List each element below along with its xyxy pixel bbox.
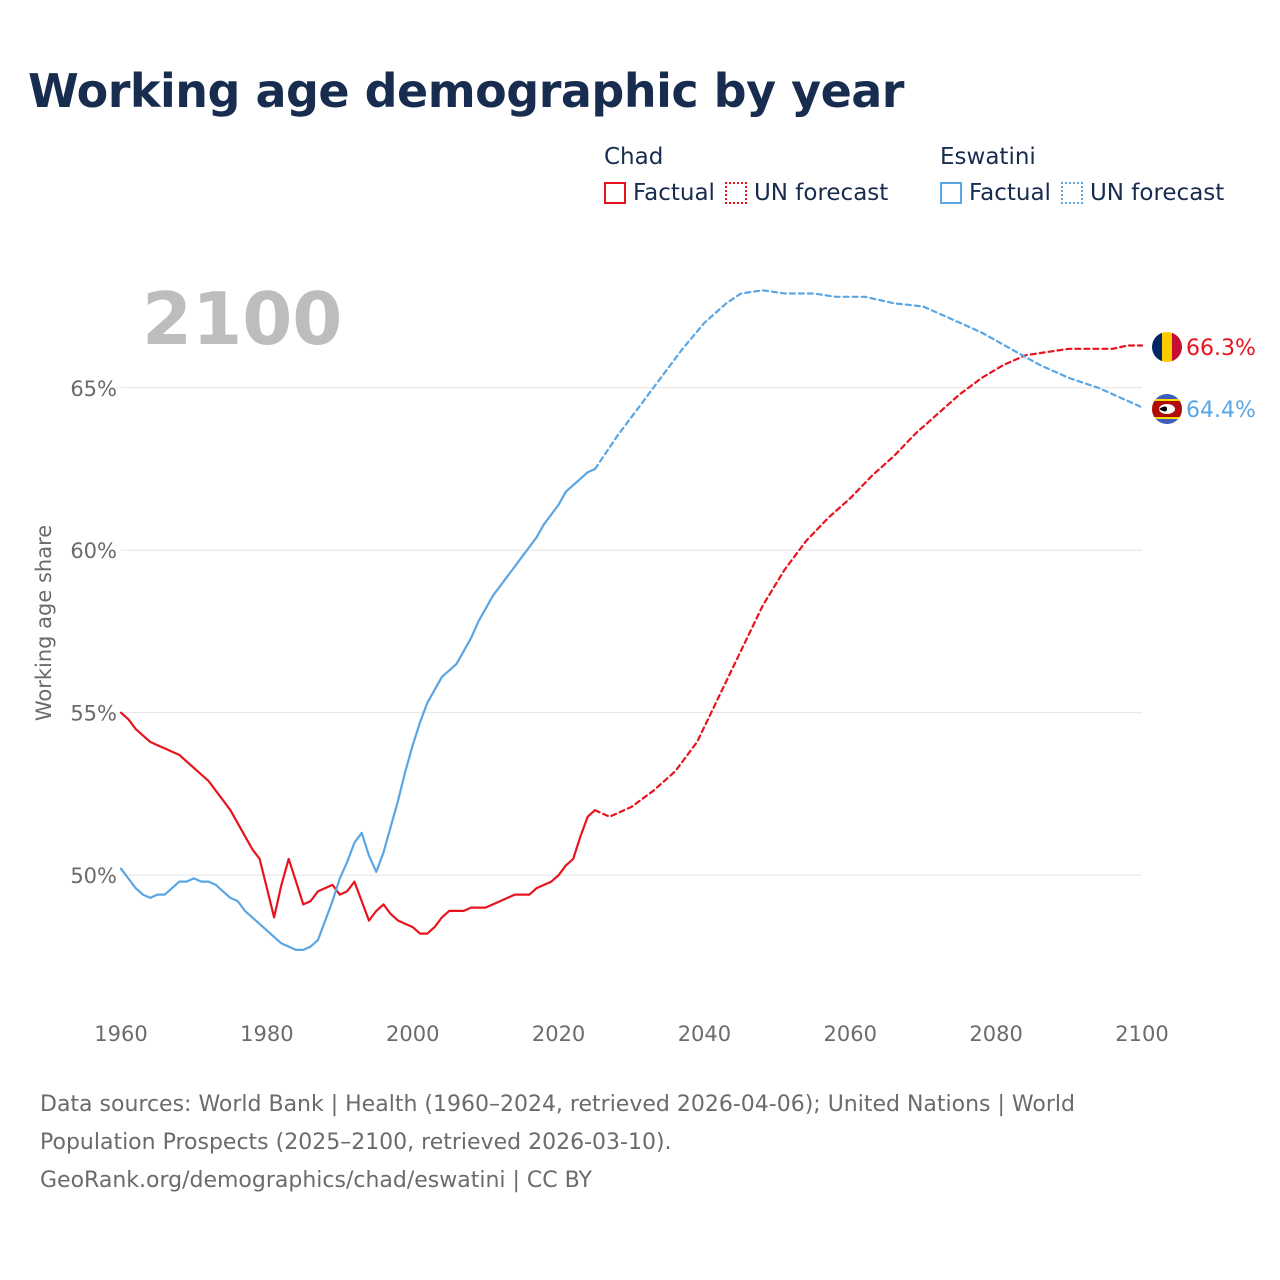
eswatini-end-label: 64.4% [1186,398,1256,423]
legend-swatch-dotted [724,182,747,204]
y-tick-label: 60% [70,539,117,563]
x-tick-label: 2060 [824,1022,877,1046]
chad-flag-icon [1152,332,1182,362]
y-tick-label: 50% [70,864,117,888]
legend-country-eswatini: Eswatini [940,144,1036,170]
legend-label: Factual [969,180,1051,206]
series-line-eswatini-un-forecast[interactable] [593,289,1144,471]
y-axis-label: Working age share [32,525,56,721]
legend-eswatini: Eswatini Factual UN forecast [940,144,1234,206]
grid [121,387,1142,876]
legend-item-eswatini-factual[interactable]: Factual [940,180,1051,206]
series-line-chad-factual[interactable] [119,711,597,935]
x-tick-label: 2040 [678,1022,731,1046]
series-line-eswatini-factual[interactable] [119,467,597,952]
legend-item-chad-forecast[interactable]: UN forecast [724,180,889,206]
line-chart: 50% 55% 60% 65% 1960 1980 2000 2020 2040 2060 2080… [32,277,1256,1046]
legend-label: UN forecast [1089,180,1225,206]
attribution-link[interactable]: GeoRank.org/demographics/chad/eswatini |… [40,1168,592,1193]
legend-swatch-solid [940,182,962,204]
eswatini-flag-icon [1152,394,1182,424]
chad-end-label: 66.3% [1186,336,1256,361]
x-tick-label: 2020 [532,1022,585,1046]
legend-label: Factual [633,180,715,206]
legend-chad: Chad Factual UN forecast [604,144,898,206]
x-tick-label: 1980 [240,1022,293,1046]
series-line-chad-un-forecast[interactable] [593,344,1144,818]
legend-item-eswatini-forecast[interactable]: UN forecast [1060,180,1225,206]
legend-country-chad: Chad [604,144,664,170]
x-tick-label: 2000 [386,1022,439,1046]
axis-ticks: 50% 55% 60% 65% 1960 1980 2000 2020 2040 2060 2080… [70,377,1168,1046]
chart-title: Working age demographic by year [28,64,905,118]
legend-label: UN forecast [753,180,889,206]
legend-item-chad-factual[interactable]: Factual [604,180,715,206]
x-tick-label: 1960 [94,1022,147,1046]
x-tick-label: 2100 [1115,1022,1168,1046]
legend-swatch-dotted [1060,182,1083,204]
data-sources: Data sources: World Bank | Health (1960–… [40,1092,1075,1155]
legend-swatch-solid [604,182,626,204]
series [119,289,1144,952]
y-tick-label: 55% [70,702,117,726]
x-tick-label: 2080 [969,1022,1022,1046]
y-tick-label: 65% [70,377,117,401]
year-watermark: 2100 [142,277,342,361]
footer: Data sources: World Bank | Health (1960–… [40,1086,1160,1200]
